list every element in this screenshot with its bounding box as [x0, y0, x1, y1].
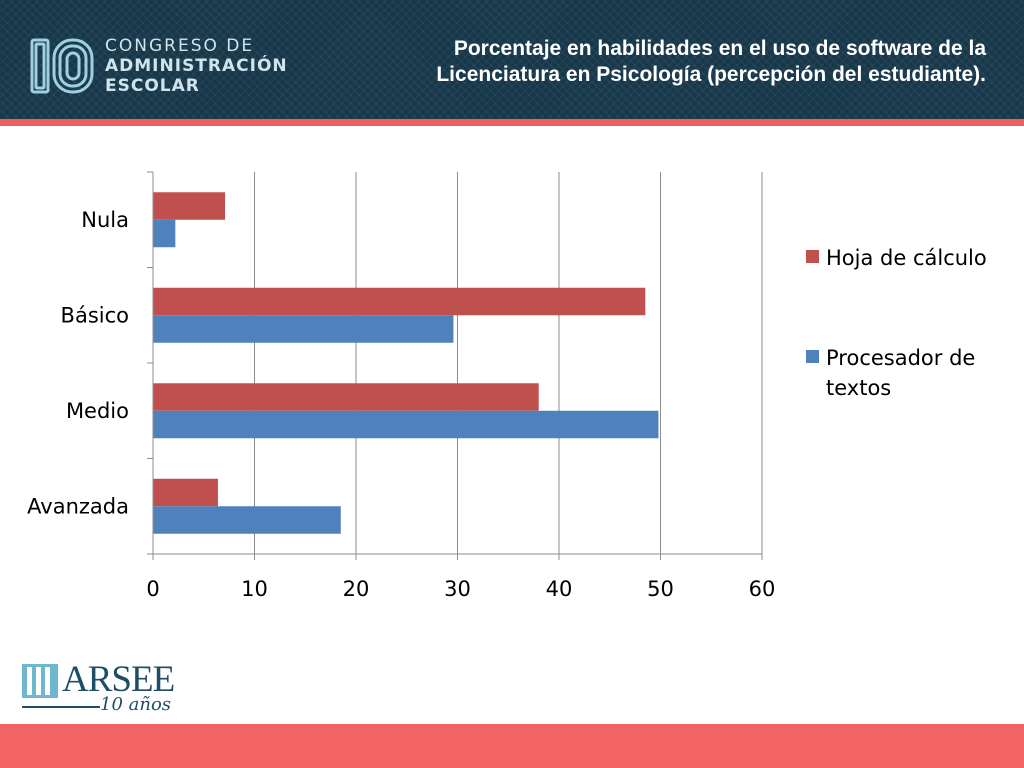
footer-bar [0, 724, 1024, 768]
bar-procesador-de-textos [153, 506, 341, 534]
y-category-label: Básico [61, 303, 129, 327]
brand-name: ARSEE [62, 659, 175, 700]
legend-label: Procesador de textos [826, 346, 975, 400]
x-tick-label: 10 [241, 577, 268, 601]
bar-hoja-de-calculo [153, 383, 539, 411]
chart-legend: Hoja de cálculo Procesador de textos [806, 246, 987, 400]
x-tick-label: 50 [647, 577, 674, 601]
x-tick-label: 0 [146, 577, 159, 601]
slide-header: CONGRESO DE ADMINISTRACIÓN ESCOLAR 10 Po… [0, 0, 1024, 119]
logo-line-2: ADMINISTRACIÓN [105, 56, 288, 76]
chart-gridlines [254, 172, 763, 554]
congress-logo-text: CONGRESO DE ADMINISTRACIÓN ESCOLAR [105, 36, 288, 96]
y-category-label: Nula [81, 208, 129, 232]
bar-hoja-de-calculo [153, 478, 218, 507]
brand-underline [22, 706, 100, 708]
bar-procesador-de-textos [153, 219, 176, 248]
bar-procesador-de-textos [153, 410, 659, 439]
x-tick-label: 60 [749, 577, 776, 601]
columns-icon [22, 664, 58, 698]
brand-tagline: 10 años [100, 694, 172, 715]
y-category-label: Avanzada [27, 494, 129, 518]
y-category-label: Medio [66, 399, 129, 423]
legend-label: Hoja de cálculo [826, 246, 987, 270]
chart-axes [147, 171, 763, 560]
logo-line-3: ESCOLAR [105, 76, 200, 96]
bar-chart: 0 10 20 30 40 50 60 Nula Básico Medio Avanzada Hoj… [27, 171, 987, 601]
legend-swatch [806, 250, 819, 263]
header-divider [0, 119, 1024, 126]
congress-logo-icon [30, 38, 94, 94]
slide-title: Porcentaje en habilidades en el uso de s… [436, 37, 986, 86]
bar-procesador-de-textos [153, 315, 454, 343]
bar-hoja-de-calculo [153, 192, 226, 220]
bar-hoja-de-calculo [153, 287, 646, 316]
chart-bars [153, 192, 659, 534]
x-tick-label: 20 [343, 577, 370, 601]
x-tick-label: 40 [546, 577, 573, 601]
logo-line-1: CONGRESO DE [105, 36, 255, 56]
arsee-logo: ARSEE 10 años [22, 660, 182, 720]
chart-labels: 0 10 20 30 40 50 60 Nula Básico Medio Avanzada [27, 208, 775, 601]
x-tick-label: 30 [444, 577, 471, 601]
legend-swatch [806, 350, 819, 363]
